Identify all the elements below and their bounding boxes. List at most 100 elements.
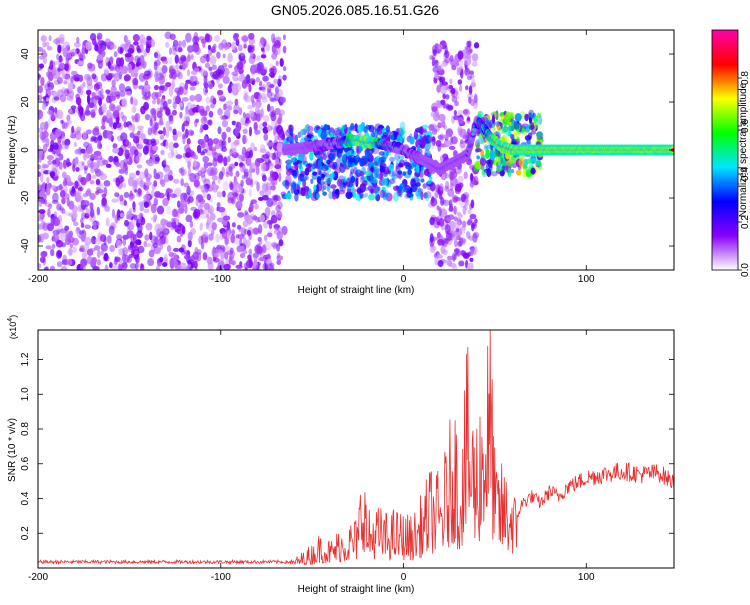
spectrogram-cell bbox=[96, 259, 101, 266]
spectrogram-cell bbox=[168, 47, 173, 55]
spectrogram-cell bbox=[360, 123, 365, 131]
spectrogram-cell bbox=[524, 113, 529, 122]
spectrogram-cell bbox=[341, 124, 347, 130]
spectrogram-cell bbox=[131, 97, 138, 107]
spectrogram-cell bbox=[420, 191, 424, 201]
spectrogram-cell bbox=[284, 179, 290, 190]
spectrogram-cell bbox=[70, 76, 74, 84]
spectrogram-cell bbox=[310, 178, 314, 185]
spectrogram-cell bbox=[271, 200, 278, 206]
spectrogram-cell bbox=[410, 178, 416, 188]
spectrogram-cell bbox=[190, 131, 194, 136]
spectrogram-cell bbox=[100, 243, 108, 252]
spectrogram-cell bbox=[156, 97, 161, 105]
spectrogram-cell bbox=[259, 190, 265, 196]
spectrogram-cell bbox=[188, 167, 192, 177]
spectrogram-cell bbox=[417, 187, 421, 193]
spectrogram-cell bbox=[49, 265, 56, 270]
spectrogram-cell bbox=[380, 156, 387, 163]
spectrogram-cell bbox=[38, 164, 41, 170]
spectrogram-cell bbox=[116, 215, 121, 221]
spectrogram-cell bbox=[364, 192, 368, 198]
spectrogram-cell bbox=[429, 181, 436, 192]
spectrogram-cell bbox=[122, 246, 129, 256]
spectrogram-cell bbox=[321, 164, 329, 172]
spectrogram-cell bbox=[145, 243, 152, 248]
spectrogram-cell bbox=[144, 181, 152, 186]
spectrogram-cell bbox=[100, 73, 108, 82]
spectrogram-cell bbox=[185, 214, 193, 223]
spectrogram-cell bbox=[228, 64, 233, 69]
spectrogram-cell bbox=[446, 104, 454, 111]
spectrogram-cell bbox=[69, 243, 74, 249]
spectrogram-cell bbox=[398, 127, 406, 136]
spectrogram-cell bbox=[178, 40, 182, 47]
spectrogram-cell bbox=[47, 118, 52, 126]
spectrogram-cell bbox=[435, 139, 442, 147]
spectrogram-cell bbox=[530, 167, 536, 175]
spectrogram-cell bbox=[390, 132, 395, 142]
spectrogram-cell bbox=[61, 135, 66, 144]
spectrogram-cell bbox=[475, 148, 482, 153]
spectrogram-cell bbox=[413, 130, 419, 140]
spectrogram-cell bbox=[454, 100, 459, 107]
snr-y-tick-label: 0.4 bbox=[20, 491, 31, 505]
spectrogram-cell bbox=[87, 62, 93, 69]
spectrogram-cell bbox=[56, 109, 64, 120]
spectrogram-cell bbox=[123, 74, 131, 82]
spectrogram-cell bbox=[199, 222, 203, 231]
spectrogram-cell bbox=[267, 142, 274, 147]
spectrogram-cell bbox=[132, 34, 140, 42]
spectrogram-cell bbox=[101, 193, 107, 198]
spectrogram-cell bbox=[422, 183, 428, 189]
spectrogram-cell bbox=[119, 90, 126, 98]
spectrogram-cell bbox=[200, 69, 207, 77]
spectrogram-cell bbox=[54, 107, 58, 115]
spectrogram-cell bbox=[60, 119, 64, 124]
spectrogram-y-ticks: -40 -20 0 20 40 bbox=[20, 48, 674, 253]
spectrogram-cell bbox=[394, 152, 401, 161]
spectrogram-cell bbox=[414, 171, 421, 178]
spectrogram-cell bbox=[236, 224, 242, 230]
spectrogram-cell bbox=[124, 149, 130, 160]
spectrogram-cell bbox=[235, 200, 243, 210]
spectrogram-cell bbox=[58, 33, 65, 43]
spectrogram-cell bbox=[473, 42, 480, 49]
spectrogram-cell bbox=[290, 157, 298, 163]
spectrogram-cell bbox=[148, 249, 155, 258]
spectrogram-cell bbox=[284, 192, 292, 200]
spectrogram-cell bbox=[67, 82, 74, 92]
spectrogram-cell bbox=[428, 124, 435, 131]
spectrogram-cell bbox=[453, 231, 459, 240]
spectrogram-cell bbox=[262, 121, 268, 128]
spectrogram-cell bbox=[262, 126, 269, 134]
spectrogram-cell bbox=[229, 249, 235, 260]
spectrogram-cell bbox=[248, 110, 255, 118]
spectrogram-cell bbox=[507, 161, 512, 169]
spectrogram-cell bbox=[194, 93, 203, 103]
spectrogram-cell bbox=[174, 224, 179, 233]
spectrogram-cell bbox=[275, 60, 279, 66]
spectrogram-cell bbox=[168, 86, 174, 97]
spectrogram-heatmap bbox=[38, 31, 674, 270]
spectrogram-cell bbox=[442, 93, 446, 100]
spectrogram-cell bbox=[97, 98, 102, 105]
spectrogram-cell bbox=[86, 94, 91, 105]
spectrogram-cell bbox=[240, 179, 244, 187]
spectrogram-cell bbox=[136, 48, 142, 54]
spectrogram-cell bbox=[307, 125, 314, 133]
spectrogram-cell bbox=[204, 62, 211, 69]
spectrogram-cell bbox=[269, 96, 275, 102]
spectrogram-cell bbox=[177, 222, 182, 228]
spectrogram-cell bbox=[146, 159, 155, 167]
spectrogram-cell bbox=[464, 67, 471, 76]
spectrogram-cell bbox=[242, 112, 246, 118]
spectrogram-cell bbox=[438, 113, 446, 122]
spectrogram-cell bbox=[139, 54, 145, 64]
spectrogram-cell bbox=[156, 54, 162, 62]
spectrogram-cell bbox=[362, 180, 368, 187]
spectrogram-cell bbox=[458, 213, 464, 218]
spectrogram-cell bbox=[255, 166, 260, 176]
spectrogram-cell bbox=[457, 79, 463, 85]
spectrogram-cell bbox=[46, 182, 52, 192]
